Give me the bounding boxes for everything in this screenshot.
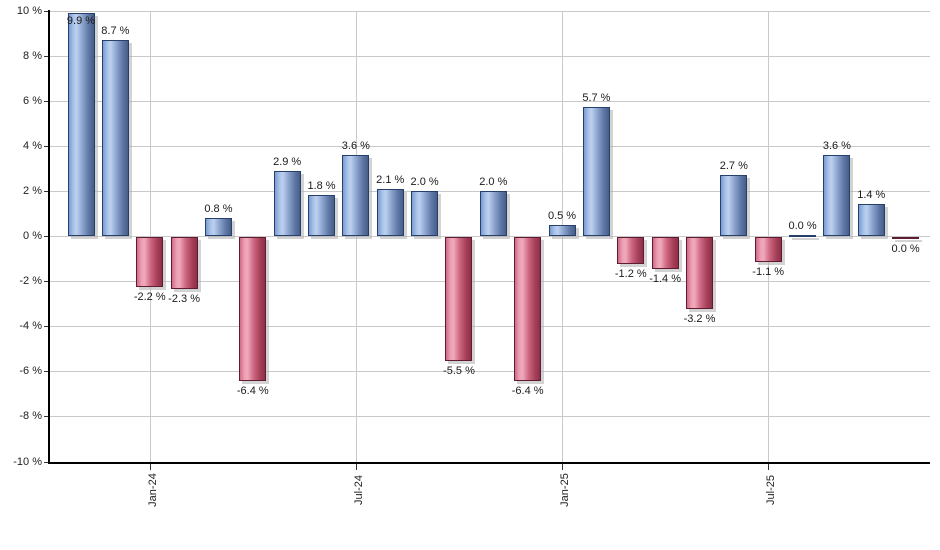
bar-nov-25 <box>892 237 920 239</box>
bar-jan-25 <box>548 224 576 236</box>
x-axis-tick-label: Jul-25 <box>765 475 778 505</box>
bar-jul-25 <box>754 237 782 262</box>
y-axis-tick-label: -10 % <box>13 455 42 468</box>
bar-value-label: -2.3 % <box>168 292 200 305</box>
bar-value-label: -2.2 % <box>133 290 166 303</box>
y-axis-tick-label: -4 % <box>19 320 42 333</box>
bar-nov-24 <box>479 190 507 236</box>
bar-value-label: -6.4 % <box>511 385 544 398</box>
y-axis-tick-label: -8 % <box>19 410 42 423</box>
y-axis-tick <box>44 236 50 237</box>
bar-mar-24 <box>204 217 232 236</box>
x-axis-tick <box>149 464 151 470</box>
bar-value-label: 0.0 % <box>891 242 920 255</box>
bar-value-label: 2.1 % <box>376 173 405 186</box>
gridline-horizontal <box>50 145 930 147</box>
bar-value-label: 2.0 % <box>410 175 439 188</box>
bar-value-label: -1.1 % <box>752 265 785 278</box>
x-axis-tick-label: Jan-24 <box>146 473 159 507</box>
gridline-vertical <box>355 11 357 462</box>
bar-may-25 <box>685 237 713 310</box>
bar-value-label: 0.5 % <box>547 209 577 222</box>
bar-dec-24 <box>514 237 542 382</box>
y-axis-tick <box>44 55 50 57</box>
gridline-horizontal <box>50 371 930 373</box>
bar-value-label: 9.9 % <box>66 14 96 27</box>
bar-oct-25 <box>857 204 885 236</box>
gridline-horizontal <box>50 416 930 418</box>
y-axis-tick <box>44 190 50 192</box>
bar-feb-24 <box>170 237 198 289</box>
y-axis-tick <box>44 371 50 373</box>
gridline-horizontal <box>50 326 930 328</box>
y-axis-tick-label: 2 % <box>23 184 42 197</box>
y-axis-tick-label: 8 % <box>23 49 42 62</box>
bar-value-label: 0.0 % <box>788 219 817 232</box>
bar-value-label: 3.6 % <box>341 139 370 152</box>
bar-jun-25 <box>720 175 748 236</box>
y-axis-tick-label: 6 % <box>23 94 42 107</box>
y-axis-tick-label: -2 % <box>19 275 42 288</box>
y-axis-tick <box>44 326 50 328</box>
y-axis-tick <box>44 461 50 463</box>
bar-value-label: 0.8 % <box>204 202 233 215</box>
y-axis-tick <box>44 100 50 102</box>
bar-value-label: 2.7 % <box>719 160 748 173</box>
gridline-horizontal <box>50 55 930 57</box>
gridline-horizontal <box>50 281 930 283</box>
y-axis-tick-label: 10 % <box>16 4 42 17</box>
gridline-horizontal <box>50 236 930 237</box>
bar-jun-24 <box>308 195 336 236</box>
y-axis-tick <box>44 281 50 283</box>
bar-jan-24 <box>136 237 164 287</box>
bar-value-label: -6.4 % <box>236 385 269 398</box>
bar-mar-25 <box>617 237 645 265</box>
gridline-horizontal <box>50 10 930 12</box>
bar-aug-25 <box>789 234 817 237</box>
bar-value-label: -5.5 % <box>443 365 475 378</box>
y-axis-tick <box>44 10 50 12</box>
bar-oct-24 <box>445 237 473 362</box>
x-axis-tick-label: Jul-24 <box>352 475 365 505</box>
bar-apr-25 <box>651 237 679 269</box>
bar-value-label: 3.6 % <box>822 139 851 152</box>
bar-value-label: 1.8 % <box>307 180 336 193</box>
bar-aug-24 <box>376 188 404 236</box>
x-axis-tick <box>355 464 357 470</box>
bar-value-label: 2.0 % <box>479 175 508 188</box>
y-axis-tick <box>44 416 50 418</box>
bar-value-label: -1.4 % <box>649 272 682 285</box>
x-axis-tick <box>562 464 564 470</box>
bar-value-label: 5.7 % <box>582 92 611 105</box>
bar-value-label: 1.4 % <box>857 189 886 202</box>
gridline-vertical <box>149 11 151 462</box>
bar-value-label: -3.2 % <box>683 313 716 326</box>
gridline-vertical <box>768 11 770 462</box>
y-axis-tick <box>44 145 50 147</box>
bar-jul-24 <box>342 154 370 236</box>
bar-sep-24 <box>411 190 439 236</box>
bar-nov-23 <box>67 12 95 236</box>
x-axis-tick <box>768 464 770 470</box>
y-axis-tick-label: 0 % <box>23 230 42 242</box>
bar-value-label: -1.2 % <box>614 268 647 281</box>
bar-may-24 <box>273 170 301 236</box>
bar-sep-25 <box>823 154 851 236</box>
bar-feb-25 <box>582 107 610 236</box>
x-axis-tick-label: Jan-25 <box>559 473 572 507</box>
bar-value-label: 8.7 % <box>101 24 130 37</box>
x-axis-line <box>48 462 930 464</box>
y-axis-line <box>48 10 50 464</box>
bar-apr-24 <box>239 237 267 382</box>
gridline-horizontal <box>50 100 930 102</box>
y-axis-tick-label: -6 % <box>19 365 42 378</box>
bar-value-label: 2.9 % <box>273 155 302 168</box>
y-axis-tick-label: 4 % <box>23 139 42 152</box>
bar-dec-23 <box>101 39 129 236</box>
gridline-vertical <box>562 11 564 462</box>
